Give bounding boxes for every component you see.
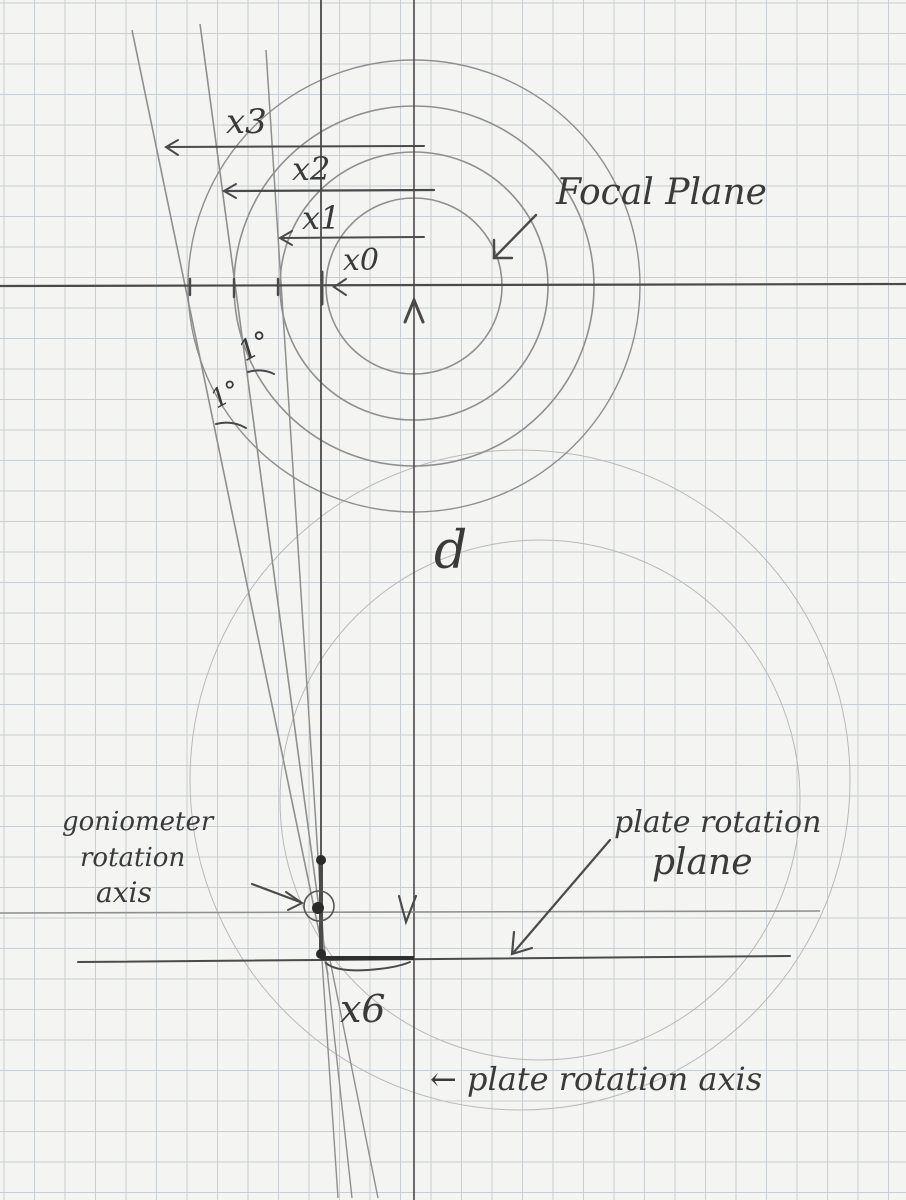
label-focal-plane: Focal Plane — [555, 172, 767, 213]
focal-plane-pointer-arrow — [492, 213, 538, 260]
label-x6: x6 — [340, 987, 386, 1031]
label-goniometer-line1: goniometer — [62, 807, 215, 837]
label-x1: x1 — [302, 199, 340, 237]
label-d: d — [434, 521, 467, 581]
faint-background-circles — [189, 449, 851, 1111]
label-x0: x0 — [343, 243, 379, 278]
x2-dimension-arrow — [222, 183, 436, 199]
x3-dimension-arrow — [164, 139, 425, 156]
label-plate-plane-line2: plane — [652, 842, 753, 883]
angle-arc-upper — [247, 369, 275, 375]
label-plate-rotation-axis: ← plate rotation axis — [430, 1060, 762, 1098]
plate-plane-pointer-arrow — [510, 838, 612, 956]
label-x3: x3 — [226, 102, 267, 142]
focal-plane-ticks — [188, 270, 324, 306]
down-arrow-icon — [397, 894, 418, 926]
label-goniometer-line2: rotation — [80, 843, 185, 873]
x0-dimension-arrow — [332, 278, 347, 296]
label-plate-plane-line1: plate rotation — [614, 805, 821, 840]
label-goniometer-line3: axis — [96, 876, 152, 909]
x6-brace — [325, 961, 411, 972]
x1-dimension-arrow — [278, 230, 425, 246]
ray-lines — [131, 23, 379, 1199]
label-x2: x2 — [292, 150, 330, 188]
focal-plane-line — [0, 282, 906, 288]
goniometer-pointer-arrow — [250, 882, 304, 911]
up-arrow-icon — [403, 296, 425, 324]
goniometer-axis-marker — [303, 855, 335, 959]
angle-arc-lower — [215, 421, 247, 429]
plate-rotation-plane-line — [77, 955, 791, 963]
